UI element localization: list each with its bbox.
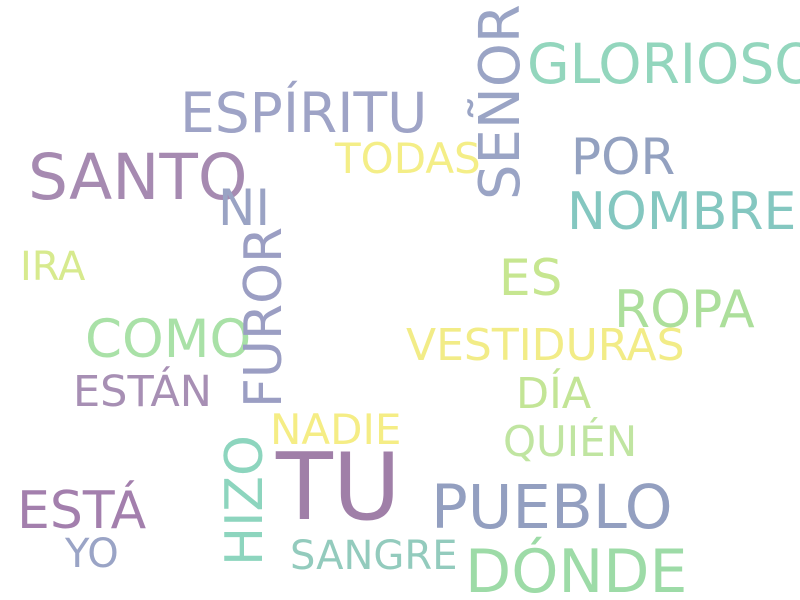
word-yo: YO bbox=[65, 531, 119, 577]
word-santo: SANTO bbox=[28, 141, 248, 214]
word-estan: ESTÁN bbox=[73, 367, 212, 417]
word-espiritu: ESPÍRITU bbox=[180, 81, 428, 145]
word-dia: DÍA bbox=[516, 369, 592, 419]
word-sangre: SANGRE bbox=[290, 533, 458, 579]
word-tu: TU bbox=[276, 433, 401, 541]
word-pueblo: PUEBLO bbox=[431, 472, 673, 543]
word-esta: ESTÁ bbox=[17, 481, 147, 541]
word-vestiduras: VESTIDURAS bbox=[406, 320, 685, 371]
word-nombre: NOMBRE bbox=[567, 182, 797, 242]
word-senor: SEÑOR bbox=[468, 4, 533, 200]
word-glorioso: GLORIOSO bbox=[527, 32, 800, 96]
word-ni: NI bbox=[218, 179, 271, 237]
word-como: COMO bbox=[85, 309, 252, 370]
word-es: ES bbox=[499, 249, 563, 307]
word-quien: QUIÉN bbox=[503, 417, 638, 466]
word-ira: IRA bbox=[20, 244, 86, 290]
word-ropa: ROPA bbox=[614, 280, 755, 340]
word-furor: FUROR bbox=[234, 226, 294, 408]
word-nadie: NADIE bbox=[270, 405, 402, 454]
word-hizo: HIZO bbox=[215, 435, 275, 566]
word-por: POR bbox=[571, 128, 676, 186]
word-todas: TODAS bbox=[335, 134, 481, 183]
word-donde: DÓNDE bbox=[465, 537, 688, 600]
